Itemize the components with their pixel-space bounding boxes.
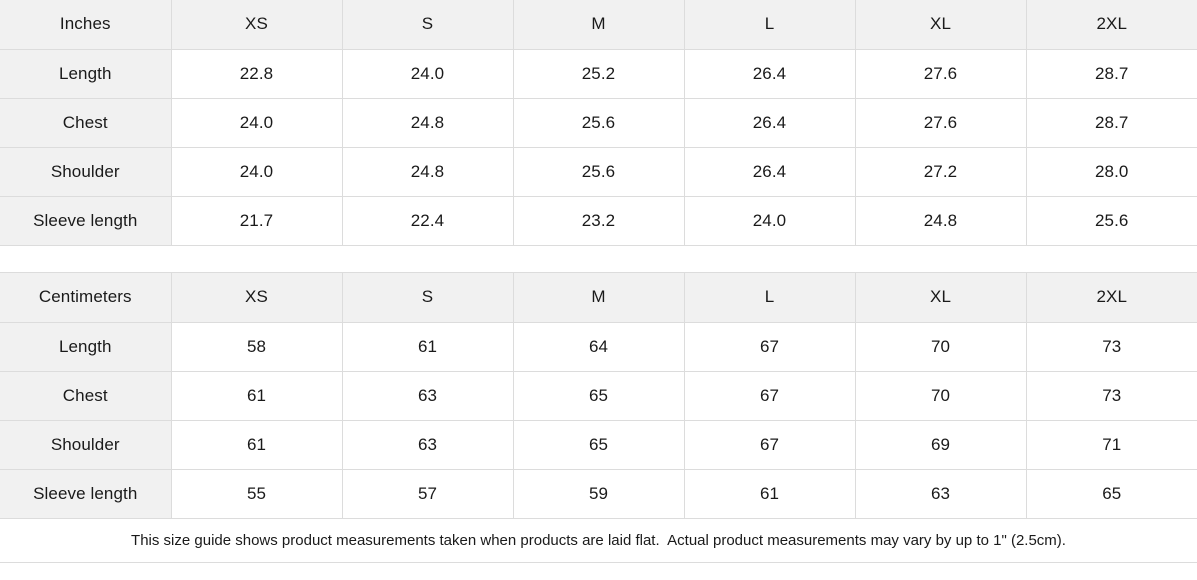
- unit-header-cell: Inches: [0, 0, 172, 50]
- measurement-cell: 27.6: [854, 97, 1027, 148]
- measurement-cell: 61: [170, 419, 343, 470]
- measurement-cell: 64: [512, 321, 685, 372]
- measurement-cell: 57: [341, 468, 514, 519]
- size-header-cell-s: S: [341, 0, 514, 50]
- measurement-cell: 67: [683, 370, 856, 421]
- size-guide-disclaimer: This size guide shows product measuremen…: [0, 518, 1197, 563]
- measurement-cell: 61: [170, 370, 343, 421]
- table-divider: [0, 245, 1197, 273]
- measurement-cell: 28.7: [1025, 97, 1197, 148]
- measurement-cell: 23.2: [512, 195, 685, 246]
- size-guide: Inches XS S M L XL 2XL Length 22.8 24.0 …: [0, 0, 1197, 563]
- measurement-cell: 25.6: [512, 97, 685, 148]
- size-header-cell-m: M: [512, 272, 685, 323]
- measurement-cell: 22.4: [341, 195, 514, 246]
- measurement-cell: 65: [512, 419, 685, 470]
- measurement-cell: 28.0: [1025, 146, 1197, 197]
- measurement-cell: 63: [341, 370, 514, 421]
- measurement-cell: 24.8: [854, 195, 1027, 246]
- row-label-cell: Sleeve length: [0, 468, 172, 519]
- measurement-cell: 70: [854, 370, 1027, 421]
- measurement-cell: 69: [854, 419, 1027, 470]
- size-table-centimeters: Centimeters XS S M L XL 2XL Length 58 61…: [0, 272, 1197, 519]
- measurement-cell: 73: [1025, 370, 1197, 421]
- table-row-shoulder: Shoulder 61 63 65 67 69 71: [0, 419, 1197, 470]
- size-header-cell-xl: XL: [854, 0, 1027, 50]
- size-header-cell-2xl: 2XL: [1025, 0, 1197, 50]
- measurement-cell: 55: [170, 468, 343, 519]
- measurement-cell: 70: [854, 321, 1027, 372]
- measurement-cell: 25.6: [1025, 195, 1197, 246]
- size-header-cell-xs: XS: [170, 272, 343, 323]
- measurement-cell: 24.0: [341, 48, 514, 99]
- measurement-cell: 58: [170, 321, 343, 372]
- measurement-cell: 24.0: [170, 146, 343, 197]
- row-label-cell: Chest: [0, 97, 172, 148]
- table-row-shoulder: Shoulder 24.0 24.8 25.6 26.4 27.2 28.0: [0, 146, 1197, 197]
- size-header-cell-2xl: 2XL: [1025, 272, 1197, 323]
- measurement-cell: 24.8: [341, 146, 514, 197]
- table-row-sleeve-length: Sleeve length 21.7 22.4 23.2 24.0 24.8 2…: [0, 195, 1197, 246]
- size-table-header-row: Inches XS S M L XL 2XL: [0, 0, 1197, 50]
- size-header-cell-m: M: [512, 0, 685, 50]
- measurement-cell: 67: [683, 321, 856, 372]
- row-label-cell: Length: [0, 48, 172, 99]
- measurement-cell: 65: [1025, 468, 1197, 519]
- table-row-chest: Chest 24.0 24.8 25.6 26.4 27.6 28.7: [0, 97, 1197, 148]
- size-header-cell-l: L: [683, 272, 856, 323]
- measurement-cell: 25.2: [512, 48, 685, 99]
- row-label-cell: Length: [0, 321, 172, 372]
- size-header-cell-xl: XL: [854, 272, 1027, 323]
- measurement-cell: 63: [854, 468, 1027, 519]
- measurement-cell: 26.4: [683, 146, 856, 197]
- row-label-cell: Shoulder: [0, 419, 172, 470]
- measurement-cell: 24.0: [170, 97, 343, 148]
- measurement-cell: 26.4: [683, 97, 856, 148]
- row-label-cell: Shoulder: [0, 146, 172, 197]
- measurement-cell: 61: [341, 321, 514, 372]
- table-row-chest: Chest 61 63 65 67 70 73: [0, 370, 1197, 421]
- measurement-cell: 27.2: [854, 146, 1027, 197]
- measurement-cell: 71: [1025, 419, 1197, 470]
- measurement-cell: 65: [512, 370, 685, 421]
- measurement-cell: 61: [683, 468, 856, 519]
- measurement-cell: 73: [1025, 321, 1197, 372]
- size-table-inches: Inches XS S M L XL 2XL Length 22.8 24.0 …: [0, 0, 1197, 246]
- measurement-cell: 26.4: [683, 48, 856, 99]
- measurement-cell: 24.8: [341, 97, 514, 148]
- table-row-length: Length 58 61 64 67 70 73: [0, 321, 1197, 372]
- row-label-cell: Sleeve length: [0, 195, 172, 246]
- measurement-cell: 28.7: [1025, 48, 1197, 99]
- size-header-cell-l: L: [683, 0, 856, 50]
- measurement-cell: 21.7: [170, 195, 343, 246]
- measurement-cell: 67: [683, 419, 856, 470]
- size-header-cell-xs: XS: [170, 0, 343, 50]
- measurement-cell: 22.8: [170, 48, 343, 99]
- measurement-cell: 25.6: [512, 146, 685, 197]
- row-label-cell: Chest: [0, 370, 172, 421]
- unit-header-cell: Centimeters: [0, 272, 172, 323]
- table-row-length: Length 22.8 24.0 25.2 26.4 27.6 28.7: [0, 48, 1197, 99]
- measurement-cell: 59: [512, 468, 685, 519]
- measurement-cell: 63: [341, 419, 514, 470]
- size-table-header-row: Centimeters XS S M L XL 2XL: [0, 272, 1197, 323]
- measurement-cell: 24.0: [683, 195, 856, 246]
- measurement-cell: 27.6: [854, 48, 1027, 99]
- size-header-cell-s: S: [341, 272, 514, 323]
- table-row-sleeve-length: Sleeve length 55 57 59 61 63 65: [0, 468, 1197, 519]
